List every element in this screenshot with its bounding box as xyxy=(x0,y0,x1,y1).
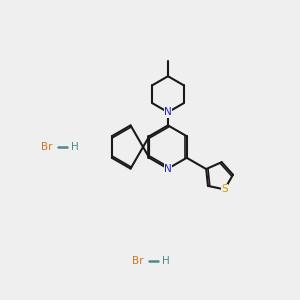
Text: N: N xyxy=(164,164,172,174)
Text: S: S xyxy=(221,184,228,194)
Text: H: H xyxy=(70,142,78,152)
Text: Br: Br xyxy=(132,256,144,266)
Text: H: H xyxy=(162,256,170,266)
Text: N: N xyxy=(164,107,172,117)
Text: Br: Br xyxy=(41,142,52,152)
